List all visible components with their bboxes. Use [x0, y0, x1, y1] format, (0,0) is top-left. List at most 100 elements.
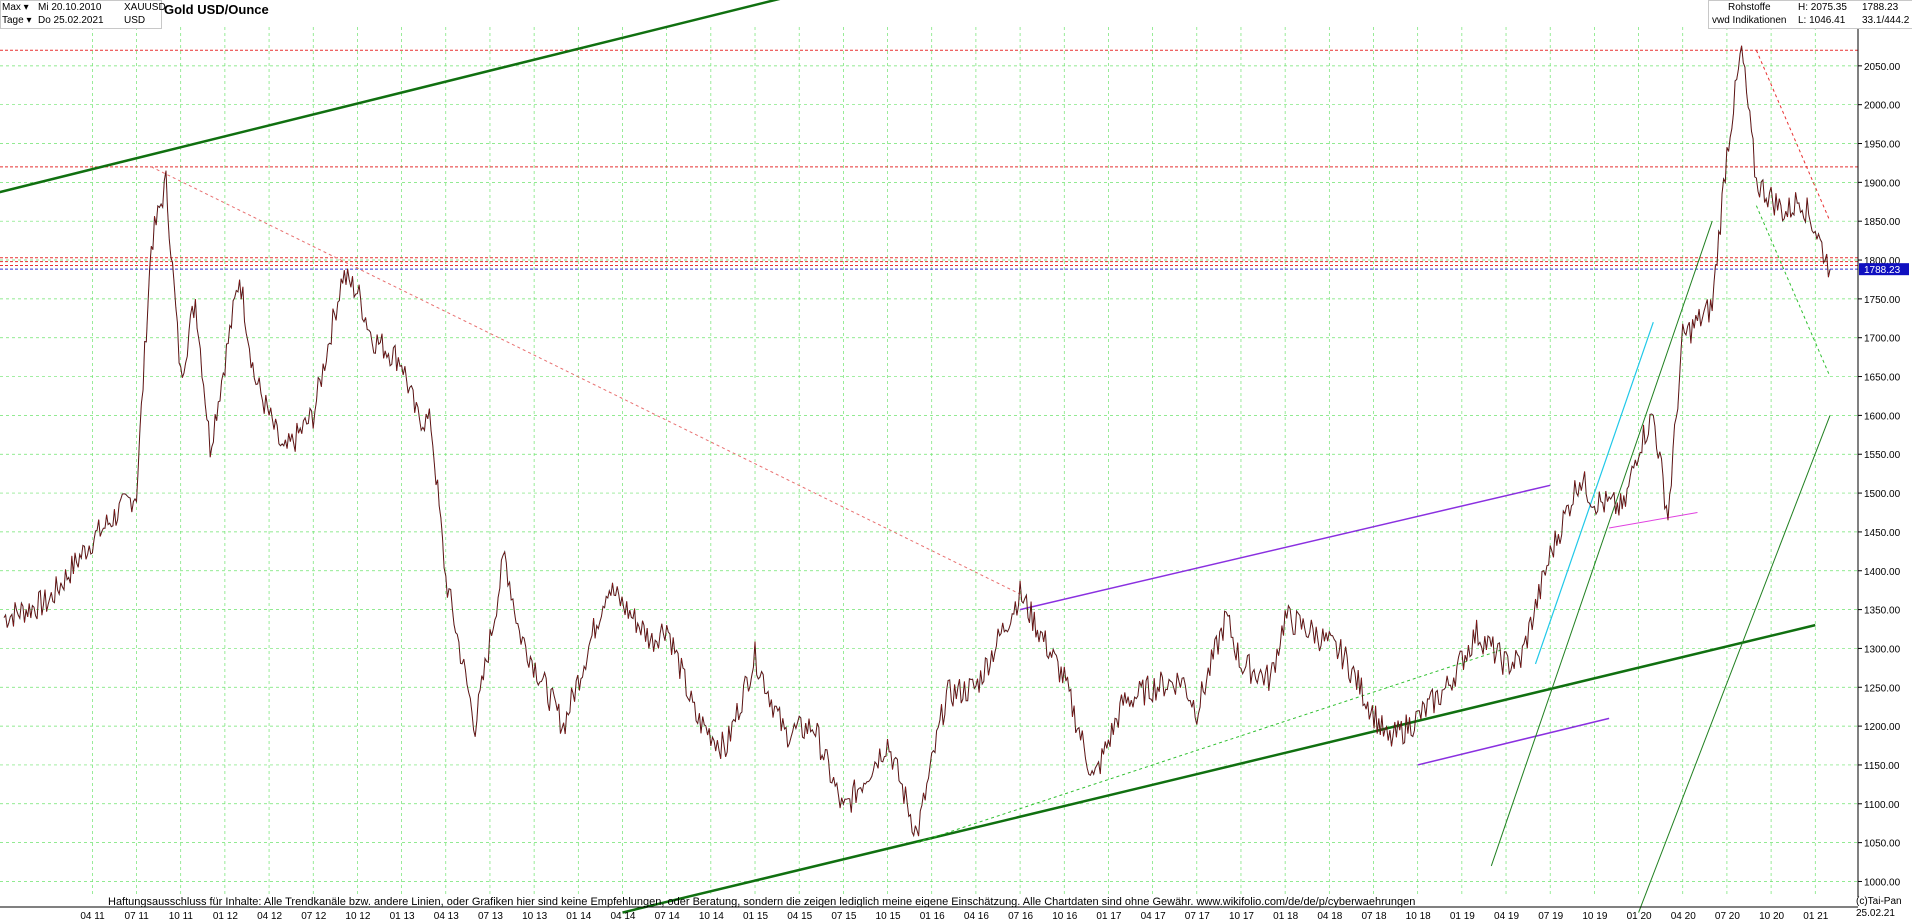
- x-tick-label: 07 20: [1715, 911, 1740, 922]
- trend-lines: [0, 0, 1858, 914]
- x-tick-label: 04 18: [1317, 911, 1342, 922]
- cyan-line: [1534, 321, 1654, 665]
- x-tick-label: 10 20: [1759, 911, 1784, 922]
- x-tick-label: 10 13: [522, 911, 547, 922]
- price-line-red: [3, 45, 1831, 837]
- currency: USD: [124, 15, 146, 26]
- x-tick-label: 10 18: [1406, 911, 1431, 922]
- x-tick-label: 07 13: [478, 911, 503, 922]
- y-tick-label: 1300.00: [1864, 644, 1901, 655]
- y-tick-label: 1800.00: [1864, 256, 1901, 267]
- lower-trend-line: [622, 623, 1816, 914]
- disclaimer-text: Haftungsausschluss für Inhalte: Alle Tre…: [108, 896, 1416, 908]
- x-tick-label: 04 11: [80, 911, 105, 922]
- y-tick-label: 2050.00: [1864, 62, 1901, 73]
- grid-lines: [0, 27, 1858, 897]
- magenta-line: [1609, 511, 1698, 529]
- source-label: vwd Indikationen: [1712, 15, 1787, 26]
- last-price-label: 1788.23: [1864, 265, 1901, 276]
- last-price-marker: [1859, 263, 1909, 276]
- x-tick-label: 01 18: [1273, 911, 1298, 922]
- steep-channel-right: [1638, 415, 1831, 913]
- x-tick-label: 01 15: [743, 911, 768, 922]
- x-tick-label: 01 16: [920, 911, 945, 922]
- x-tick-label: 07 11: [125, 911, 150, 922]
- x-tick-label: 07 17: [1185, 911, 1210, 922]
- y-tick-label: 1000.00: [1864, 877, 1901, 888]
- y-tick-label: 1550.00: [1864, 450, 1901, 461]
- header-box-right: [1708, 0, 1912, 29]
- x-tick-label: 10 15: [876, 911, 901, 922]
- x-tick-label: 10 12: [345, 911, 370, 922]
- interval-label[interactable]: Tage ▾: [2, 15, 32, 26]
- x-tick-label: 01 17: [1096, 911, 1121, 922]
- x-tick-label: 01 12: [213, 911, 238, 922]
- falling-trend-line: [151, 166, 1021, 595]
- x-tick-label: 10 14: [699, 911, 724, 922]
- y-tick-label: 1400.00: [1864, 567, 1901, 578]
- y-tick-label: 1850.00: [1864, 217, 1901, 228]
- x-tick-label: 10 16: [1052, 911, 1077, 922]
- price-series: [3, 45, 1831, 838]
- x-tick-label: 07 12: [301, 911, 326, 922]
- y-tick-label: 1500.00: [1864, 489, 1901, 500]
- x-tick-label: 01 13: [390, 911, 415, 922]
- x-tick-label: 04 12: [257, 911, 282, 922]
- x-tick-label: 10 17: [1229, 911, 1254, 922]
- x-tick-label: 04 20: [1671, 911, 1696, 922]
- x-tick-label: 04 16: [964, 911, 989, 922]
- y-tick-label: 1450.00: [1864, 528, 1901, 539]
- x-tick-label: 07 16: [1008, 911, 1033, 922]
- upper-trend-line: [0, 0, 781, 194]
- support-dashed: [916, 647, 1507, 844]
- end-date-label: 25.02.21: [1856, 908, 1895, 919]
- x-tick-label: 04 17: [1141, 911, 1166, 922]
- y-tick-label: 1700.00: [1864, 334, 1901, 345]
- x-tick-label: 01 20: [1627, 911, 1652, 922]
- copyright-label: (c)Tai-Pan: [1856, 896, 1902, 907]
- y-tick-label: 1950.00: [1864, 140, 1901, 151]
- y-axis: 1000.00 1050.00 1100.00 1150.00 1200.00 1250.…: [1857, 27, 1909, 897]
- top-green-dashed: [1755, 205, 1831, 377]
- header-box-left: [0, 0, 162, 29]
- low-label: L: 1046.41: [1798, 15, 1846, 26]
- x-tick-label: 07 19: [1538, 911, 1563, 922]
- y-tick-label: 1200.00: [1864, 722, 1901, 733]
- x-tick-label: 07 18: [1362, 911, 1387, 922]
- y-tick-label: 1600.00: [1864, 411, 1901, 422]
- chart-title: Gold USD/Ounce: [164, 2, 269, 17]
- date-to: Do 25.02.2021: [38, 15, 104, 26]
- date-from: Mi 20.10.2010: [38, 2, 102, 13]
- y-tick-label: 1150.00: [1864, 761, 1900, 772]
- x-tick-label: 04 19: [1494, 911, 1519, 922]
- x-tick-label: 01 21: [1803, 911, 1828, 922]
- top-falling-line: [1755, 50, 1831, 222]
- steep-channel-left: [1490, 221, 1713, 867]
- high-label: H: 2075.35: [1798, 2, 1847, 13]
- range-label[interactable]: Max ▾: [2, 2, 29, 13]
- x-tick-label: 10 11: [169, 911, 194, 922]
- y-tick-label: 1100.00: [1864, 800, 1900, 811]
- purple-channel-upper: [1019, 484, 1551, 611]
- x-tick-label: 04 13: [434, 911, 459, 922]
- y-tick-label: 1050.00: [1864, 839, 1901, 850]
- y-tick-label: 1250.00: [1864, 683, 1901, 694]
- y-tick-label: 2000.00: [1864, 101, 1901, 112]
- x-tick-label: 04 14: [610, 911, 635, 922]
- x-tick-label: 07 15: [831, 911, 856, 922]
- y-tick-label: 1350.00: [1864, 606, 1901, 617]
- x-tick-label: 07 14: [655, 911, 680, 922]
- x-axis: 04 11 07 11 10 11 01 12 04 12 07 12 10 12 01 13…: [0, 906, 1858, 922]
- x-tick-label: 01 14: [566, 911, 591, 922]
- y-tick-label: 1750.00: [1864, 295, 1901, 306]
- y-tick-label: 1650.00: [1864, 373, 1901, 384]
- x-tick-label: 01 19: [1450, 911, 1475, 922]
- purple-channel-lower: [1417, 717, 1610, 766]
- change-value: 33.1/444.2: [1862, 15, 1910, 26]
- plot-background: [0, 27, 1858, 897]
- category-label: Rohstoffe: [1728, 2, 1771, 13]
- x-tick-label: 10 19: [1582, 911, 1607, 922]
- y-tick-label: 1900.00: [1864, 178, 1901, 189]
- last-value: 1788.23: [1862, 2, 1899, 13]
